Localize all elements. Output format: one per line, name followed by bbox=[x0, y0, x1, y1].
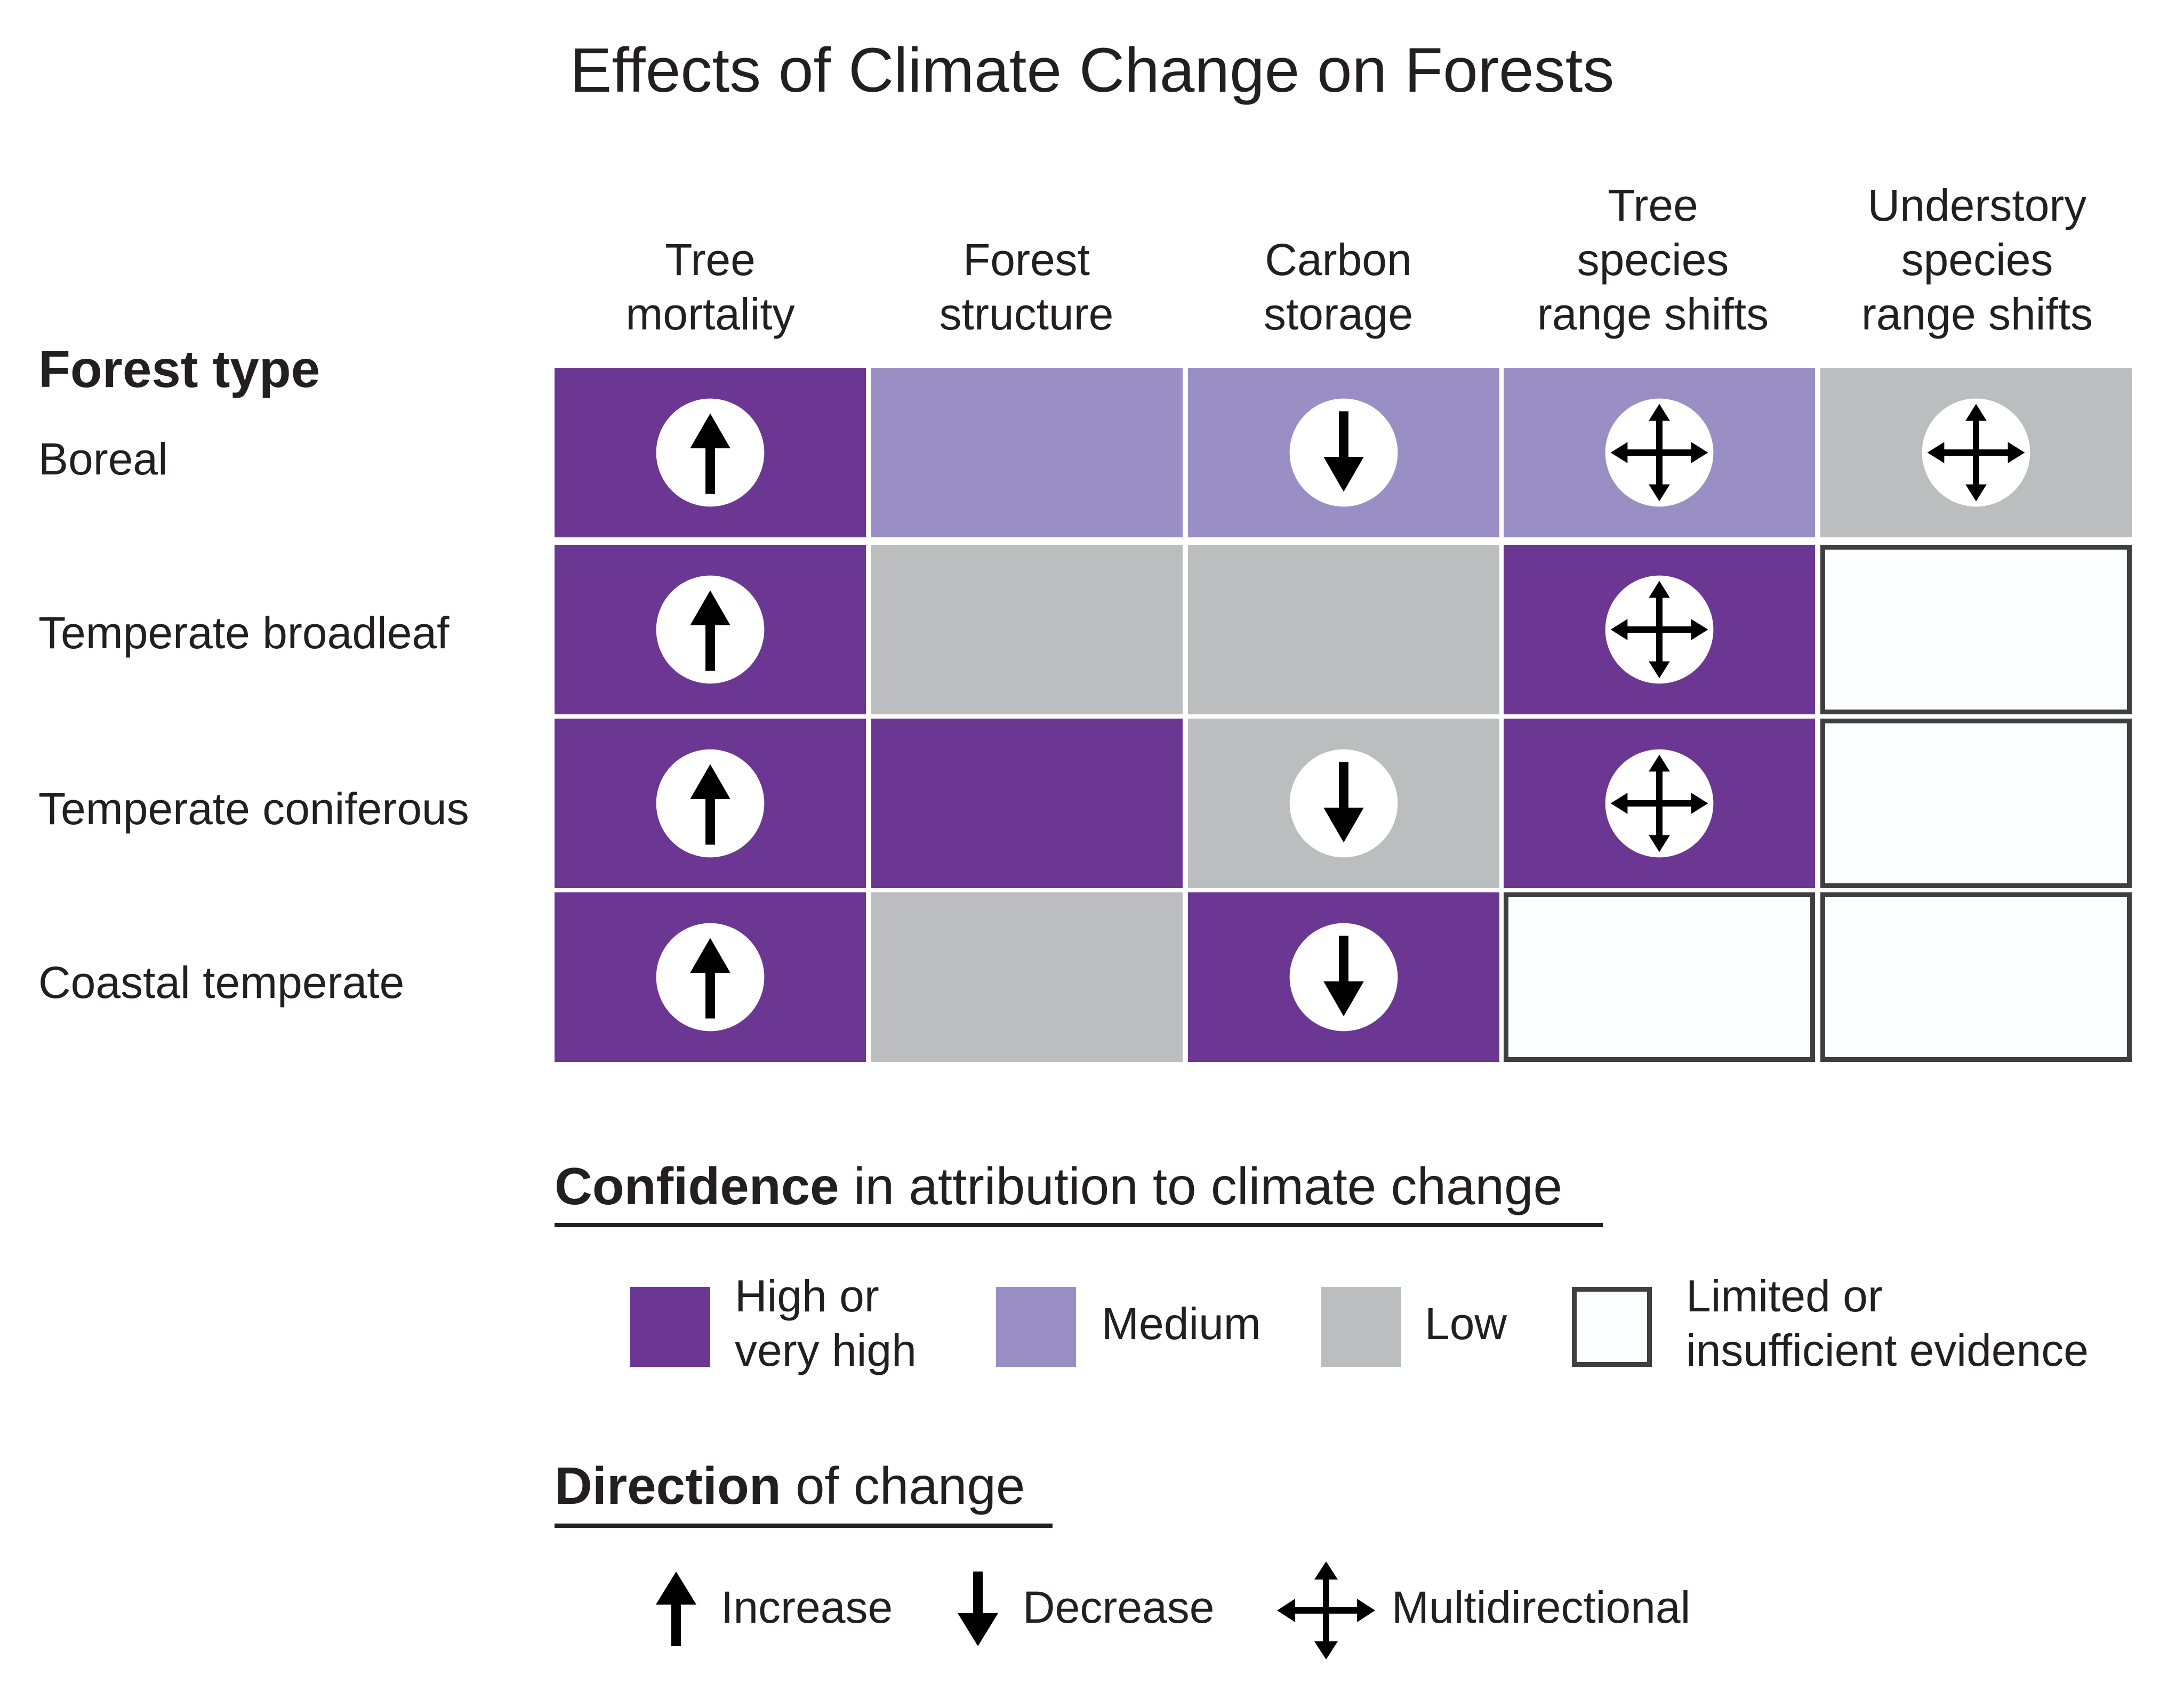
legend-label-limited: Limited or insufficient evidence bbox=[1686, 1271, 2089, 1375]
legend-swatch-low bbox=[1321, 1287, 1401, 1367]
cell-temperate-coniferous-tree-species-range-shifts bbox=[1504, 719, 1815, 888]
cell-coastal-temperate-carbon-storage bbox=[1188, 892, 1499, 1062]
cell-temperate-broadleaf-carbon-storage bbox=[1188, 545, 1499, 714]
cell-temperate-broadleaf-forest-structure bbox=[871, 545, 1183, 714]
increase-arrow-icon bbox=[656, 1572, 696, 1646]
multidirectional-arrow-icon bbox=[1605, 575, 1714, 684]
increase-arrow-icon bbox=[656, 923, 765, 1032]
cell-coastal-temperate-tree-species-range-shifts bbox=[1504, 892, 1815, 1062]
cell-temperate-broadleaf-understory-species-range-shifts bbox=[1820, 545, 2132, 714]
legend-swatch-high bbox=[630, 1287, 710, 1367]
column-header-tree-mortality: Tree mortality bbox=[625, 235, 795, 339]
row-label-boreal: Boreal bbox=[38, 434, 168, 484]
confidence-legend-title: Confidence in attribution to climate cha… bbox=[555, 1157, 1563, 1215]
multidirectional-arrow-icon bbox=[1605, 398, 1714, 507]
decrease-arrow-icon bbox=[1289, 749, 1398, 858]
decrease-arrow-icon bbox=[1289, 923, 1398, 1032]
cell-boreal-tree-species-range-shifts bbox=[1504, 368, 1815, 537]
column-header-understory-species-range-shifts: Understory species range shifts bbox=[1861, 180, 2093, 339]
cell-temperate-coniferous-understory-species-range-shifts bbox=[1820, 719, 2132, 888]
cell-temperate-coniferous-carbon-storage bbox=[1188, 719, 1499, 888]
figure-title: Effects of Climate Change on Forests bbox=[569, 35, 1615, 106]
increase-arrow-icon bbox=[656, 398, 765, 507]
multidirectional-arrow-icon bbox=[1605, 749, 1714, 858]
multidirectional-arrow-icon bbox=[1277, 1561, 1375, 1659]
direction-legend-rule bbox=[555, 1524, 1053, 1528]
cell-boreal-tree-mortality bbox=[555, 368, 866, 537]
cell-temperate-broadleaf-tree-species-range-shifts bbox=[1504, 545, 1815, 714]
legend-label-low: Low bbox=[1425, 1299, 1507, 1349]
column-header-carbon-storage: Carbon storage bbox=[1263, 235, 1414, 339]
row-header-forest-type: Forest type bbox=[38, 340, 320, 398]
cell-temperate-broadleaf-tree-mortality bbox=[555, 545, 866, 714]
multidirectional-arrow-icon bbox=[1922, 398, 2030, 507]
row-label-temperate-coniferous: Temperate coniferous bbox=[38, 784, 469, 834]
row-label-coastal-temperate: Coastal temperate bbox=[38, 957, 405, 1008]
increase-arrow-icon bbox=[656, 575, 765, 684]
cell-temperate-coniferous-tree-mortality bbox=[555, 719, 866, 888]
legend-label-decrease: Decrease bbox=[1023, 1582, 1215, 1632]
decrease-arrow-icon bbox=[958, 1572, 998, 1646]
cell-coastal-temperate-understory-species-range-shifts bbox=[1820, 892, 2132, 1062]
increase-arrow-icon bbox=[656, 749, 765, 858]
column-header-forest-structure: Forest structure bbox=[939, 235, 1114, 339]
direction-legend-title: Direction of change bbox=[555, 1456, 1025, 1515]
cell-boreal-understory-species-range-shifts bbox=[1820, 368, 2132, 537]
legend-swatch-medium bbox=[996, 1287, 1076, 1367]
cell-coastal-temperate-tree-mortality bbox=[555, 892, 866, 1062]
legend-swatch-limited bbox=[1572, 1287, 1652, 1367]
row-label-temperate-broadleaf: Temperate broadleaf bbox=[38, 608, 449, 658]
legend-label-multidirectional: Multidirectional bbox=[1392, 1582, 1691, 1632]
column-header-tree-species-range-shifts: Tree species range shifts bbox=[1537, 180, 1769, 339]
cell-boreal-carbon-storage bbox=[1188, 368, 1499, 537]
legend-label-increase: Increase bbox=[721, 1582, 893, 1632]
legend-label-high: High or very high bbox=[735, 1271, 917, 1375]
cell-boreal-forest-structure bbox=[871, 368, 1183, 537]
legend-label-medium: Medium bbox=[1102, 1299, 1261, 1349]
decrease-arrow-icon bbox=[1289, 398, 1398, 507]
cell-coastal-temperate-forest-structure bbox=[871, 892, 1183, 1062]
confidence-legend-rule bbox=[555, 1223, 1603, 1227]
cell-temperate-coniferous-forest-structure bbox=[871, 719, 1183, 888]
